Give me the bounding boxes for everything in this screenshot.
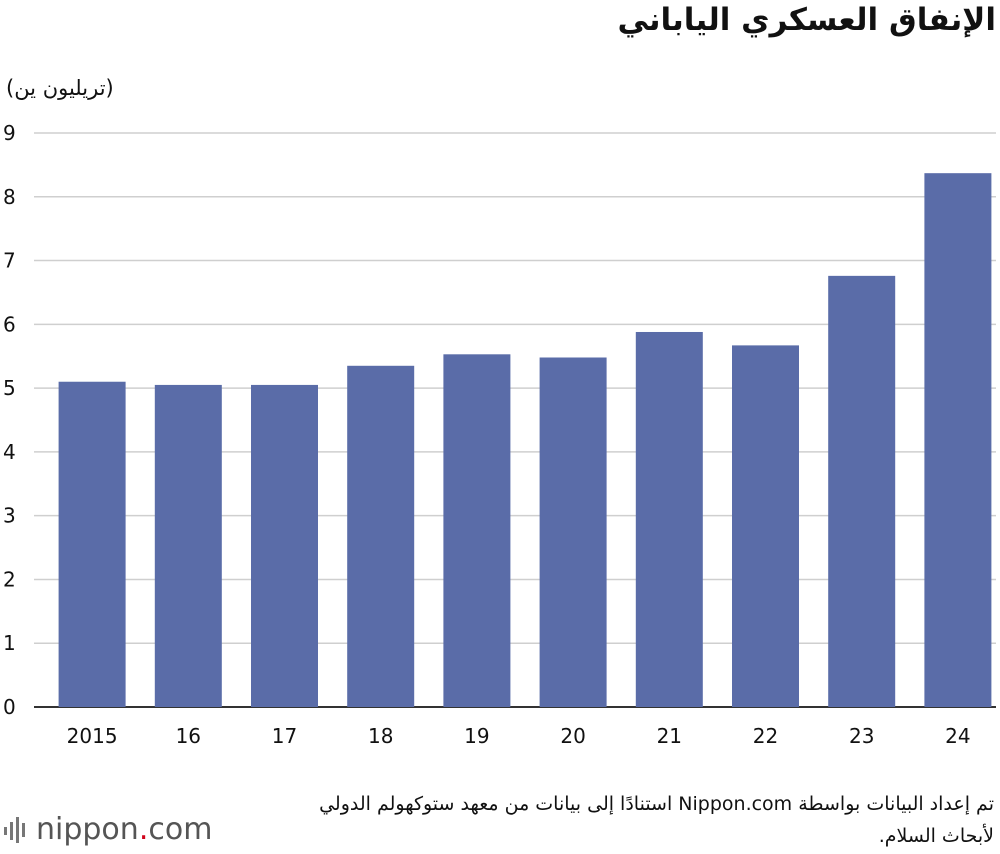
y-tick-label: 5 (3, 376, 16, 400)
chart-title: الإنفاق العسكري الياباني (617, 2, 996, 38)
x-tick-label: 24 (945, 724, 970, 748)
bar-18 (347, 365, 415, 707)
logo-dot: . (138, 812, 149, 847)
source-note: تم إعداد البيانات بواسطة Nippon.com استن… (319, 793, 994, 847)
y-axis-unit-label: (تريليون ين) (6, 76, 114, 100)
bar-17 (251, 384, 318, 707)
logo-bars-icon (4, 816, 25, 843)
y-tick-label: 0 (3, 695, 16, 719)
x-tick-label: 21 (657, 724, 682, 748)
bar-23 (828, 275, 896, 707)
x-tick-label: 19 (464, 724, 489, 748)
x-tick-label: 22 (753, 724, 778, 748)
logo-suffix: com (148, 812, 213, 847)
y-tick-label: 3 (3, 504, 16, 528)
bar-19 (443, 354, 511, 707)
y-tick-labels: 0 1 2 3 4 5 6 7 8 9 (3, 121, 16, 719)
bar-21 (635, 331, 703, 707)
bar-24 (924, 173, 992, 707)
bar-2015 (58, 381, 126, 707)
y-tick-label: 2 (3, 567, 16, 591)
bar-16 (154, 384, 222, 707)
x-tick-label: 17 (272, 724, 297, 748)
bar-22 (732, 345, 799, 707)
nippon-logo[interactable]: nippon. com (4, 812, 212, 847)
bars (58, 173, 992, 707)
x-tick-labels: 2015 16 17 18 19 20 21 22 23 24 (67, 724, 971, 748)
x-tick-label: 2015 (67, 724, 118, 748)
y-tick-label: 1 (3, 631, 16, 655)
x-tick-label: 16 (176, 724, 201, 748)
y-tick-label: 6 (3, 312, 16, 336)
y-tick-label: 7 (3, 249, 16, 273)
y-tick-label: 8 (3, 185, 16, 209)
bar-20 (539, 357, 607, 707)
logo-name: nippon (36, 812, 139, 847)
x-tick-label: 20 (560, 724, 585, 748)
y-tick-label: 9 (3, 121, 16, 145)
x-tick-label: 18 (368, 724, 393, 748)
y-tick-label: 4 (3, 440, 16, 464)
x-tick-label: 23 (849, 724, 874, 748)
